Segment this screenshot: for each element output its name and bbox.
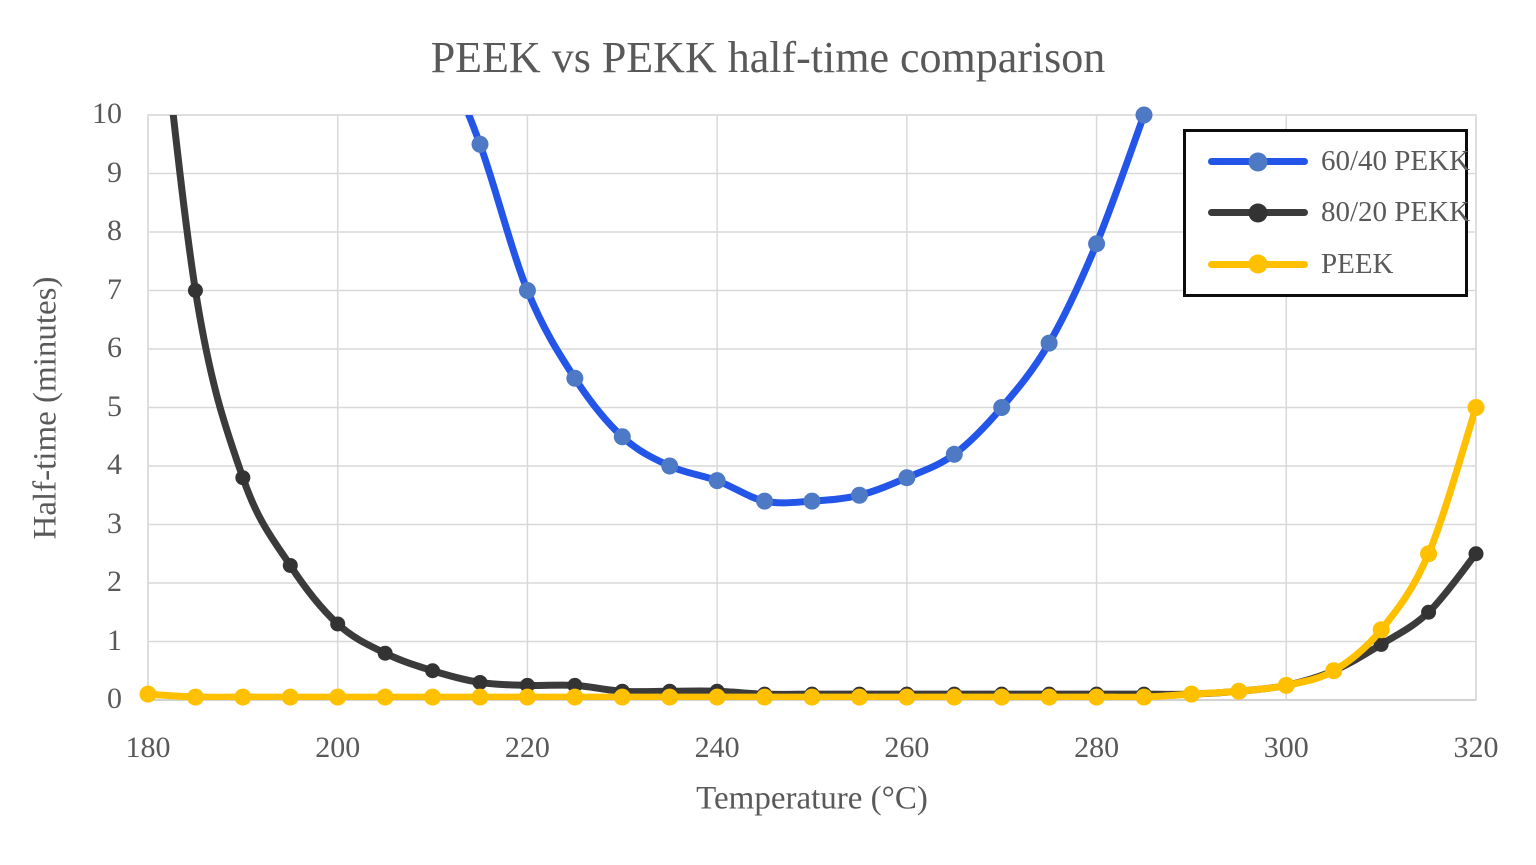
data-point — [1135, 106, 1153, 124]
data-point — [472, 674, 488, 690]
legend: 60/40 PEKK 80/20 PEKK PEEK — [1183, 129, 1470, 297]
legend-label: 60/40 PEKK — [1321, 145, 1471, 178]
data-point — [471, 135, 489, 153]
data-point — [1040, 334, 1058, 352]
x-tick-label: 300 — [1263, 731, 1309, 764]
data-point — [187, 283, 203, 298]
y-tick-label: 7 — [107, 272, 122, 306]
chart-title: PEEK vs PEKK half-time comparison — [430, 33, 1106, 82]
data-point — [1467, 399, 1485, 416]
data-point — [377, 645, 393, 661]
data-point — [1372, 621, 1390, 639]
data-point — [235, 470, 251, 486]
data-point — [1088, 235, 1106, 253]
data-point — [993, 688, 1011, 706]
data-point — [471, 688, 489, 706]
data-point — [1420, 545, 1438, 563]
data-point — [424, 688, 442, 706]
y-tick-label: 9 — [107, 155, 122, 189]
data-point — [1230, 682, 1248, 700]
y-tick-label: 4 — [107, 448, 122, 481]
data-point — [1135, 688, 1153, 706]
y-tick-label: 8 — [107, 214, 122, 247]
x-tick-label: 180 — [125, 731, 171, 764]
data-point — [756, 688, 774, 706]
data-point — [945, 445, 963, 463]
data-point — [993, 399, 1011, 416]
y-tick-label: 0 — [107, 682, 122, 715]
data-point — [281, 688, 299, 706]
x-tick-label: 240 — [694, 731, 740, 764]
data-point — [329, 688, 347, 706]
data-point — [1468, 546, 1484, 562]
legend-swatch-60-40-pekk — [1208, 152, 1308, 172]
data-point — [898, 688, 916, 706]
y-tick-label: 5 — [107, 389, 122, 423]
legend-marker-dot — [1248, 254, 1268, 274]
data-point — [234, 688, 252, 706]
data-point — [803, 492, 821, 510]
legend-label: PEEK — [1321, 247, 1394, 280]
data-point — [376, 688, 394, 706]
data-point — [330, 616, 346, 632]
data-point — [850, 688, 868, 706]
data-point — [1325, 662, 1343, 680]
y-tick-label: 10 — [92, 97, 122, 130]
series-line-60-40-pekk — [465, 115, 1148, 507]
x-tick-label: 220 — [504, 731, 550, 764]
data-point — [425, 663, 441, 679]
y-tick-label: 6 — [107, 331, 122, 364]
data-point — [803, 688, 821, 706]
y-tick-label: 1 — [107, 623, 122, 657]
gridlines — [147, 114, 1477, 701]
data-point — [613, 688, 631, 706]
x-tick-label: 280 — [1074, 731, 1120, 764]
data-point — [1277, 676, 1295, 694]
data-point — [566, 688, 584, 706]
data-point — [1421, 604, 1437, 620]
legend-swatch-peek — [1208, 254, 1308, 274]
data-point — [898, 469, 916, 487]
data-point — [518, 282, 536, 299]
legend-item-80-20-pekk: 80/20 PEKK — [1186, 188, 1470, 238]
data-point — [1373, 636, 1389, 652]
data-point — [518, 688, 536, 706]
data-point — [519, 677, 535, 693]
data-point — [1088, 688, 1106, 706]
x-tick-label: 200 — [315, 731, 361, 764]
data-point — [661, 457, 679, 475]
x-tick-label: 260 — [884, 731, 930, 764]
data-point — [613, 428, 631, 446]
x-tick-label: 320 — [1453, 731, 1499, 764]
data-point — [139, 685, 157, 703]
y-tick-label: 2 — [107, 565, 122, 598]
legend-item-60-40-pekk: 60/40 PEKK — [1186, 137, 1470, 187]
data-point — [661, 688, 679, 706]
data-point — [566, 369, 584, 387]
data-point — [186, 688, 204, 706]
series-markers-peek — [139, 399, 1485, 706]
x-axis-title: Temperature (°C) — [696, 780, 928, 817]
data-point — [1182, 685, 1200, 703]
data-point — [1040, 688, 1058, 706]
data-point — [282, 557, 298, 573]
data-point — [850, 486, 868, 504]
data-point — [708, 688, 726, 706]
legend-swatch-80-20-pekk — [1208, 203, 1308, 223]
legend-label: 80/20 PEKK — [1321, 196, 1471, 229]
series-markers-80-20-pekk — [187, 283, 1484, 702]
data-point — [567, 677, 583, 693]
y-tick-label: 3 — [107, 506, 122, 540]
legend-item-peek: PEEK — [1186, 239, 1465, 289]
data-point — [756, 492, 774, 510]
legend-marker-dot — [1248, 203, 1268, 223]
series-line-peek — [148, 404, 1476, 700]
legend-marker-dot — [1248, 152, 1268, 172]
data-point — [708, 472, 726, 490]
series-markers-60-40-pekk — [471, 106, 1153, 510]
data-point — [945, 688, 963, 706]
series-line-80-20-pekk — [169, 115, 1476, 698]
